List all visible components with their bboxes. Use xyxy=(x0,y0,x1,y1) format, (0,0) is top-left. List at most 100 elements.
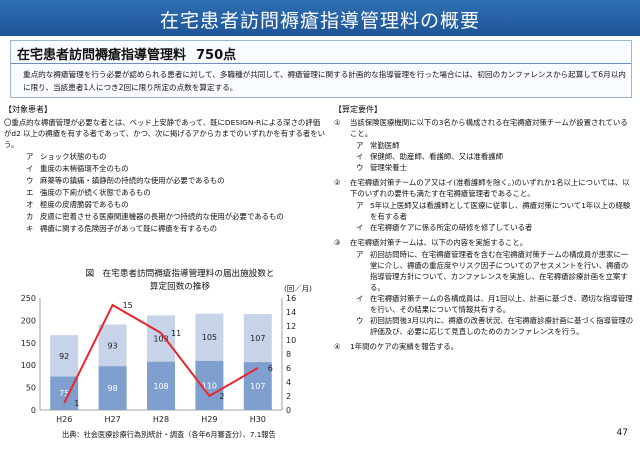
list-text: 在宅褥瘡対策チームの各構成員は、月1回以上、計画に基づき、適切な指導管理を行い、… xyxy=(370,294,633,314)
line-value-label: 15 xyxy=(123,301,133,310)
page-title: 在宅患者訪問褥瘡指導管理料の概要 xyxy=(159,10,480,32)
requirement-number: ① xyxy=(334,118,341,127)
bar-lower xyxy=(98,366,127,410)
bar-value-label: 98 xyxy=(108,384,118,393)
target-patients-section: 【対象患者】 〇重点的な褥瘡管理が必要な者とは、ベッド上安静であって、既にDES… xyxy=(4,104,326,266)
x-tick-label: H28 xyxy=(153,415,169,424)
y-tick-label-right: 2 xyxy=(286,392,291,401)
y-tick-label-right: 0 xyxy=(286,406,291,415)
summary-divider xyxy=(11,63,631,64)
x-tick-label: H26 xyxy=(56,415,72,424)
bar-value-label: 93 xyxy=(108,341,118,350)
bar-value-label: 92 xyxy=(59,352,69,361)
y-tick-label-right: 10 xyxy=(286,336,296,345)
bar-lower xyxy=(147,361,175,410)
requirement-item: ② 在宅褥瘡対策チームのア又はイ(准看護師を除く。)のいずれか1名以上については、… xyxy=(334,177,634,233)
requirements-title: 【算定要件】 xyxy=(334,105,382,114)
chart-title-line-2: 算定回数の推移 xyxy=(149,282,211,292)
bar-upper xyxy=(98,324,127,367)
requirement-text: 当該保険医療機関に以下の3名から構成される在宅褥瘡対策チームが設置されていること… xyxy=(350,118,628,138)
chart-title: 図 在宅患者訪問褥瘡指導管理料の届出施設数と 算定回数の推移 xyxy=(40,268,320,294)
bar-value-label: 103 xyxy=(153,335,168,344)
list-marker: イ xyxy=(356,294,364,303)
list-item: ウ管理栄養士 xyxy=(356,162,634,173)
list-marker: エ xyxy=(26,188,34,197)
list-text: 極度の皮膚脆弱であるもの xyxy=(40,200,129,209)
list-text: 褥瘡に関する危険因子があって既に褥瘡を有するもの xyxy=(40,224,218,233)
list-marker: キ xyxy=(26,224,34,233)
list-text: 在宅褥瘡ケアに係る所定の研修を修了している者 xyxy=(370,223,533,232)
list-text: 初回訪問後3月以内に、褥瘡の改善状況、在宅褥瘡診療計画に基づく指導管理の評価及び… xyxy=(370,316,634,336)
list-text: 保健師、助産師、看護師、又は准看護師 xyxy=(370,152,504,161)
list-item: オ極度の皮膚脆弱であるもの xyxy=(26,199,326,211)
x-tick-label: H30 xyxy=(250,415,266,424)
target-patients-intro: 〇重点的な褥瘡管理が必要な者とは、ベッド上安静であって、既にDESIGN-Rによ… xyxy=(4,118,326,149)
x-tick-label: H29 xyxy=(201,415,217,424)
bar-upper xyxy=(147,315,175,362)
target-patients-title: 【対象患者】 xyxy=(4,105,52,114)
list-item: イ保健師、助産師、看護師、又は准看護師 xyxy=(356,151,634,162)
y-tick-label-left: 50 xyxy=(26,384,36,393)
bar-lower xyxy=(243,362,272,410)
bar-value-label: 108 xyxy=(153,382,168,391)
facility-count-chart: 05010015020025002468101214167592H269893H… xyxy=(21,294,296,424)
list-text: 5年以上医師又は看護師として医療に従事し、褥瘡対策について1年以上の経験を有する… xyxy=(370,201,631,221)
summary-heading: 在宅患者訪問褥瘡指導管理料 750点 xyxy=(17,44,236,63)
list-marker: イ xyxy=(356,152,364,161)
requirement-text: 1年間のケアの実績を報告する。 xyxy=(350,342,459,351)
list-item: イ在宅褥瘡ケアに係る所定の研修を修了している者 xyxy=(356,222,634,233)
y-tick-label-right: 14 xyxy=(286,308,296,317)
list-marker: ア xyxy=(356,141,364,150)
list-marker: イ xyxy=(26,164,34,173)
requirements-list: ① 当該保険医療機関に以下の3名から構成される在宅褥瘡対策チームが設置されているこ… xyxy=(334,117,634,352)
requirement-number: ② xyxy=(334,178,341,187)
line-value-label: 11 xyxy=(171,329,181,338)
list-item: ア初回訪問時に、在宅褥瘡管理者を含む在宅褥瘡対策チームの構成員が患家に一堂に介し… xyxy=(356,249,634,293)
list-text: 重度の末梢循環不全のもの xyxy=(40,164,129,173)
requirement-sublist: ア 5年以上医師又は看護師として医療に従事し、褥瘡対策について1年以上の経験を有す… xyxy=(356,200,634,233)
list-item: エ強度の下痢が続く状態であるもの xyxy=(26,187,326,199)
list-item: イ在宅褥瘡対策チームの各構成員は、月1回以上、計画に基づき、適切な指導管理を行い… xyxy=(356,293,634,315)
list-text: 初回訪問時に、在宅褥瘡管理者を含む在宅褥瘡対策チームの構成員が患家に一堂に介し、… xyxy=(370,250,629,292)
list-marker: ウ xyxy=(26,176,34,185)
list-marker: ア xyxy=(26,152,34,161)
bar-value-label: 75 xyxy=(59,389,69,398)
chart-source: 出典：社会医療診療行為別統計・調査（各年6月審査分）、7.1報告 xyxy=(62,430,276,439)
fee-name: 在宅患者訪問褥瘡指導管理料 xyxy=(17,48,187,63)
list-text: ショック状態のもの xyxy=(40,152,107,161)
requirement-number: ③ xyxy=(334,238,341,247)
requirement-number: ④ xyxy=(334,342,341,351)
bar-value-label: 110 xyxy=(202,381,217,390)
requirement-item: ① 当該保険医療機関に以下の3名から構成される在宅褥瘡対策チームが設置されているこ… xyxy=(334,117,634,173)
list-item: ウ初回訪問後3月以内に、褥瘡の改善状況、在宅褥瘡診療計画に基づく指導管理の評価及… xyxy=(356,315,634,337)
y-tick-label-right: 12 xyxy=(286,322,296,331)
list-marker: カ xyxy=(26,212,34,221)
chart-title-line-1: 図 在宅患者訪問褥瘡指導管理料の届出施設数と xyxy=(85,269,275,279)
list-item: カ皮膚に密着させる医療関連機器の長期かつ持続的な使用が必要であるもの xyxy=(26,211,326,223)
y-tick-label-right: 8 xyxy=(286,350,291,359)
chart-unit-label: (回／月) xyxy=(284,284,312,293)
line-value-label: 2 xyxy=(219,392,224,401)
list-item: ア常勤医師 xyxy=(356,140,634,151)
page-number: 47 xyxy=(616,428,628,438)
list-marker: ア xyxy=(356,250,364,259)
line-value-label: 6 xyxy=(268,364,273,373)
list-item: アショック状態のもの xyxy=(26,151,326,163)
y-tick-label-right: 6 xyxy=(286,364,291,373)
requirement-item: ③ 在宅褥瘡対策チームは、以下の内容を実施すること。 ア初回訪問時に、在宅褥瘡管理… xyxy=(334,237,634,337)
list-text: 強度の下痢が続く状態であるもの xyxy=(40,188,151,197)
list-marker: オ xyxy=(26,200,34,209)
list-item: ウ麻薬等の鎮痛・鎮静剤の持続的な使用が必要であるもの xyxy=(26,175,326,187)
requirement-text: 在宅褥瘡対策チームは、以下の内容を実施すること。 xyxy=(350,238,528,247)
fee-points: 750点 xyxy=(196,48,237,63)
bar-upper xyxy=(195,313,224,361)
y-tick-label-right: 4 xyxy=(286,378,291,387)
x-tick-label: H27 xyxy=(104,415,120,424)
y-tick-label-left: 100 xyxy=(21,361,36,370)
bar-value-label: 107 xyxy=(250,382,265,391)
y-tick-label-left: 150 xyxy=(21,339,36,348)
list-text: 麻薬等の鎮痛・鎮静剤の持続的な使用が必要であるもの xyxy=(40,176,225,185)
bar-value-label: 107 xyxy=(250,334,265,343)
bar-upper xyxy=(50,335,79,377)
list-marker: ア xyxy=(356,201,364,210)
